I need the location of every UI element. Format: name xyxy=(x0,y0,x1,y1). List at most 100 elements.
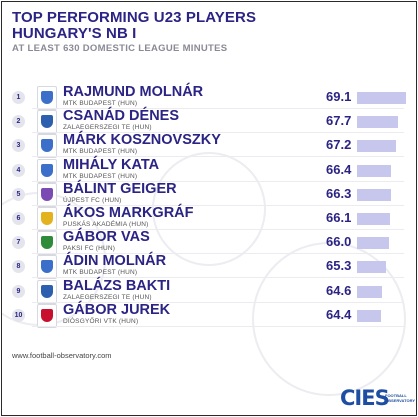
score-value: 66.0 xyxy=(326,234,352,250)
brand-name: CIES xyxy=(340,386,390,410)
cies-logo: CIES FOOTBALL OBSERVATORY xyxy=(340,386,416,410)
zte-crest-icon xyxy=(37,279,57,304)
ujpest-crest-icon xyxy=(37,182,57,207)
crest-shield xyxy=(41,187,53,201)
rank-badge: 2 xyxy=(12,115,25,129)
score-value: 66.4 xyxy=(326,161,352,177)
table-row: 1 RAJMUND MOLNÁR MTK BUDAPEST (HUN) 69.1 xyxy=(2,84,416,110)
table-row: 9 BALÁZS BAKTI ZALAEGERSZEGI TE (HUN) 64.6 xyxy=(2,277,416,304)
table-row: 5 BÁLINT GEIGER ÚJPEST FC (HUN) 66.3 xyxy=(2,180,416,207)
row-divider xyxy=(32,180,404,182)
score-value: 66.1 xyxy=(326,210,352,225)
website-link[interactable]: www.football-observatory.com xyxy=(12,351,112,360)
mtk-crest-icon xyxy=(37,158,57,183)
title-line-2: HUNGARY'S NB I xyxy=(12,25,137,42)
table-row: 3 MÁRK KOSZNOVSZKY MTK BUDAPEST (HUN) 67.2 xyxy=(2,132,416,159)
score-value: 64.4 xyxy=(326,306,352,322)
score-bar xyxy=(357,261,386,274)
row-divider xyxy=(32,229,404,230)
row-divider xyxy=(32,132,404,134)
score-bar xyxy=(357,164,391,177)
mtk-crest-icon xyxy=(37,134,57,159)
mtk-crest-icon xyxy=(37,255,57,280)
player-name: BALÁZS BAKTI xyxy=(63,277,171,294)
puskas-crest-icon xyxy=(37,207,57,231)
score-value: 67.7 xyxy=(326,113,352,129)
row-divider xyxy=(32,325,404,327)
row-divider xyxy=(32,301,404,303)
score-bar xyxy=(357,188,391,201)
rank-badge: 10 xyxy=(12,308,25,322)
table-row: 6 ÁKOS MARKGRÁF PUSKÁS AKADÉMIA (HUN) 66.1 xyxy=(2,205,416,231)
crest-shield xyxy=(41,260,53,274)
player-name: CSANÁD DÉNES xyxy=(63,108,180,125)
rank-badge: 3 xyxy=(12,139,25,153)
football-watermark-icon xyxy=(252,242,406,396)
score-bar xyxy=(357,309,381,322)
rank-badge: 1 xyxy=(12,91,25,104)
score-bar xyxy=(357,92,406,104)
crest-shield xyxy=(41,212,53,225)
row-divider xyxy=(32,108,404,109)
table-row: 10 GÁBOR JUREK DIÓSGYŐRI VTK (HUN) 64.4 xyxy=(2,301,416,328)
row-divider xyxy=(32,253,404,255)
table-row: 7 GÁBOR VAS PAKSI FC (HUN) 66.0 xyxy=(2,229,416,256)
crest-shield xyxy=(41,139,53,153)
player-name: RAJMUND MOLNÁR xyxy=(63,84,204,100)
player-club: ZALAEGERSZEGI TE (HUN) xyxy=(63,124,152,132)
player-club: MTK BUDAPEST (HUN) xyxy=(63,148,138,156)
brand-subtitle: FOOTBALL OBSERVATORY xyxy=(385,393,416,403)
player-name: ÁDIN MOLNÁR xyxy=(63,253,167,270)
rank-badge: 5 xyxy=(12,187,25,201)
football-watermark-icon xyxy=(152,152,266,266)
score-value: 65.3 xyxy=(326,258,352,274)
crest-shield xyxy=(41,163,53,177)
table-row: 8 ÁDIN MOLNÁR MTK BUDAPEST (HUN) 65.3 xyxy=(2,253,416,280)
player-name: MÁRK KOSZNOVSZKY xyxy=(63,132,221,149)
score-bar xyxy=(357,285,382,298)
crest-shield xyxy=(41,284,53,298)
row-divider xyxy=(32,277,404,279)
table-row: 2 CSANÁD DÉNES ZALAEGERSZEGI TE (HUN) 67.7 xyxy=(2,108,416,135)
player-name: MIHÁLY KATA xyxy=(63,156,160,173)
score-value: 67.2 xyxy=(326,137,352,153)
player-club: ZALAEGERSZEGI TE (HUN) xyxy=(63,293,152,301)
player-name: GÁBOR JUREK xyxy=(63,301,171,318)
table-row: 4 MIHÁLY KATA MTK BUDAPEST (HUN) 66.4 xyxy=(2,156,416,183)
dvtk-crest-icon xyxy=(37,303,57,328)
rank-badge: 4 xyxy=(12,163,25,177)
player-club: MTK BUDAPEST (HUN) xyxy=(63,172,138,180)
row-divider xyxy=(32,204,404,206)
player-name: BÁLINT GEIGER xyxy=(63,180,177,197)
rank-badge: 6 xyxy=(12,212,25,225)
rank-badge: 8 xyxy=(12,260,25,274)
rank-badge: 9 xyxy=(12,284,25,298)
player-name: GÁBOR VAS xyxy=(63,229,150,246)
header: TOP PERFORMING U23 PLAYERS HUNGARY'S NB … xyxy=(12,9,257,55)
player-club: PUSKÁS AKADÉMIA (HUN) xyxy=(63,221,149,228)
score-bar xyxy=(357,116,398,129)
rank-badge: 7 xyxy=(12,236,25,250)
player-club: ÚJPEST FC (HUN) xyxy=(63,196,122,204)
row-divider xyxy=(32,156,404,158)
crest-shield xyxy=(41,91,53,104)
player-club: DIÓSGYŐRI VTK (HUN) xyxy=(63,317,139,325)
player-name: ÁKOS MARKGRÁF xyxy=(63,205,194,221)
score-value: 69.1 xyxy=(326,89,352,104)
player-club: PAKSI FC (HUN) xyxy=(63,245,116,253)
mtk-crest-icon xyxy=(37,86,57,110)
subtitle: AT LEAST 630 DOMESTIC LEAGUE MINUTES xyxy=(12,43,228,54)
title-line-1: TOP PERFORMING U23 PLAYERS xyxy=(12,9,257,26)
crest-shield xyxy=(41,115,53,129)
crest-shield xyxy=(41,308,53,322)
score-bar xyxy=(357,140,396,153)
zte-crest-icon xyxy=(37,110,57,135)
paks-crest-icon xyxy=(37,231,57,256)
score-bar xyxy=(357,213,390,225)
player-club: MTK BUDAPEST (HUN) xyxy=(63,269,138,277)
score-value: 66.3 xyxy=(326,185,352,201)
score-value: 64.6 xyxy=(326,282,352,298)
crest-shield xyxy=(41,236,53,250)
player-club: MTK BUDAPEST (HUN) xyxy=(63,100,138,107)
